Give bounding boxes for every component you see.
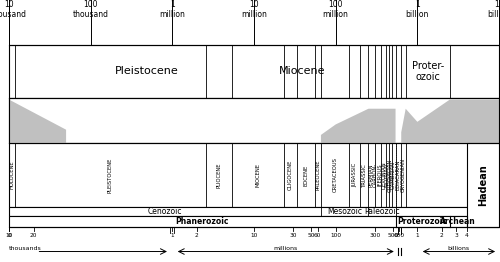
Text: DEVONIAN: DEVONIAN <box>381 161 386 189</box>
Text: 30: 30 <box>289 233 296 238</box>
Text: MIOCENE: MIOCENE <box>255 163 260 187</box>
Text: Mesozoic: Mesozoic <box>327 207 362 216</box>
Text: millions: millions <box>274 246 298 252</box>
Text: 10: 10 <box>6 233 12 238</box>
Bar <box>9 216 499 227</box>
Text: 50: 50 <box>308 233 315 238</box>
Text: OLIGOCENE: OLIGOCENE <box>288 160 293 190</box>
Text: HOLOCENE: HOLOCENE <box>10 161 14 189</box>
Text: EDIACARAN: EDIACARAN <box>396 160 401 190</box>
Text: 4: 4 <box>464 233 468 238</box>
Text: CARBON-
IFEROUS: CARBON- IFEROUS <box>373 163 383 187</box>
Text: PERMIAN: PERMIAN <box>369 163 374 187</box>
Text: 500: 500 <box>387 233 398 238</box>
Text: CRETACEOUS: CRETACEOUS <box>332 157 338 192</box>
Text: ORDOVICIAN: ORDOVICIAN <box>388 158 392 192</box>
Text: Miocene: Miocene <box>279 66 326 77</box>
Text: PLEISTOCENE: PLEISTOCENE <box>108 157 113 193</box>
Text: 10
billion: 10 billion <box>488 0 500 19</box>
Text: Cenozoic: Cenozoic <box>148 207 182 216</box>
Text: Proter-
ozoic: Proter- ozoic <box>412 61 444 82</box>
Text: 0: 0 <box>7 233 11 238</box>
Text: EOCENE: EOCENE <box>304 164 308 185</box>
Polygon shape <box>9 100 66 143</box>
Text: Hadean: Hadean <box>478 164 488 206</box>
Text: 3: 3 <box>454 233 458 238</box>
Bar <box>9 143 499 207</box>
Text: JURASSIC: JURASSIC <box>352 163 357 187</box>
Text: 1
billion: 1 billion <box>406 0 429 19</box>
Bar <box>9 45 499 98</box>
Bar <box>9 207 499 216</box>
Text: Proterozoic: Proterozoic <box>398 217 448 226</box>
Text: Pleistocene: Pleistocene <box>114 66 178 77</box>
Text: CAMBRIAN: CAMBRIAN <box>391 161 396 189</box>
Text: 10
thousand: 10 thousand <box>0 0 27 19</box>
Text: 100
thousand: 100 thousand <box>72 0 108 19</box>
Text: 100
million: 100 million <box>322 0 348 19</box>
Bar <box>466 143 499 227</box>
Text: Paleozoic: Paleozoic <box>364 207 400 216</box>
Text: 2: 2 <box>195 233 199 238</box>
Text: 2: 2 <box>440 233 444 238</box>
Text: 1: 1 <box>170 233 174 238</box>
Text: TRIASSIC: TRIASSIC <box>362 163 367 187</box>
Text: 10
million: 10 million <box>241 0 267 19</box>
Text: CRYOGENIAN: CRYOGENIAN <box>401 158 406 192</box>
Text: PLIOCENE: PLIOCENE <box>216 162 222 188</box>
Polygon shape <box>401 100 499 143</box>
Text: Archean: Archean <box>440 217 476 226</box>
Text: PALEOCENE: PALEOCENE <box>316 160 320 190</box>
Text: 60: 60 <box>314 233 321 238</box>
Text: 300: 300 <box>369 233 380 238</box>
Text: 1
million: 1 million <box>160 0 186 19</box>
Text: billions: billions <box>447 246 469 252</box>
Text: thousands: thousands <box>9 246 42 252</box>
Text: 600: 600 <box>394 233 405 238</box>
Text: Phanerozoic: Phanerozoic <box>176 217 229 226</box>
Text: 20: 20 <box>30 233 38 238</box>
Text: 1: 1 <box>416 233 419 238</box>
Text: 100: 100 <box>330 233 341 238</box>
Bar <box>9 98 499 143</box>
Text: 10: 10 <box>250 233 258 238</box>
Polygon shape <box>321 109 396 143</box>
Text: SILURIAN: SILURIAN <box>385 163 390 187</box>
